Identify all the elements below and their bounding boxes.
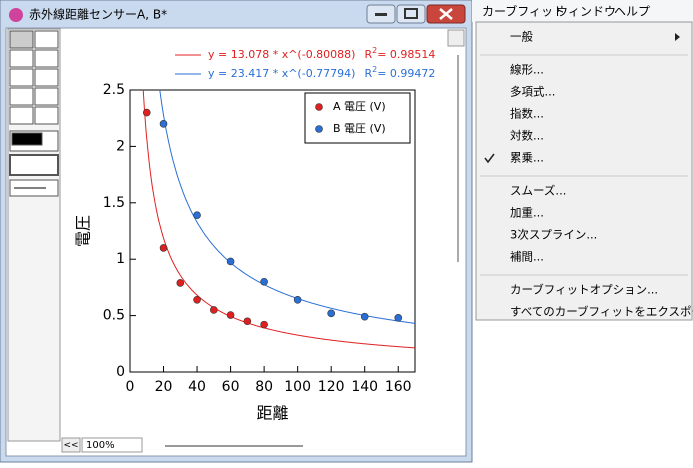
x-tick-label: 100 (284, 379, 311, 395)
menu-item[interactable]: すべてのカーブフィットをエクスポート (510, 305, 693, 319)
data-point (142, 108, 151, 117)
x-tick-label: 40 (188, 379, 206, 395)
y-tick-label: 1.5 (103, 195, 125, 211)
menu-item[interactable]: 多項式... (510, 85, 555, 99)
menu-item[interactable]: 加重... (510, 206, 544, 220)
r2-exponent: 2 (372, 65, 377, 74)
r2-value: = 0.99472 (377, 67, 435, 80)
legend-marker (315, 125, 323, 133)
y-tick-label: 0 (116, 364, 125, 380)
data-point (327, 309, 335, 318)
data-point (193, 296, 201, 304)
tool-palette (7, 28, 61, 442)
menu-item[interactable]: 補間... (510, 250, 544, 264)
chart: 0 0.5 1 1.5 2 2.5 0 20 40 60 80 100 120 140 160 距離 電圧 y =… (74, 46, 436, 423)
r2-label: R (364, 67, 372, 80)
data-point (360, 312, 369, 321)
data-point (293, 296, 302, 304)
y-tick-label: 2.5 (103, 82, 125, 98)
fit-curve (142, 90, 415, 349)
close-icon (439, 8, 453, 20)
maximize-button[interactable] (396, 4, 426, 24)
data-point (159, 120, 168, 128)
y-tick-label: 1 (116, 251, 125, 267)
r2-label: R (364, 48, 372, 61)
fit-equation: y = 13.078 * x^(-0.80088) R2= 0.98514 (208, 46, 435, 62)
menu-item[interactable]: 線形... (510, 63, 544, 77)
y-axis-label: 電圧 (74, 215, 93, 247)
tool-arrow[interactable] (9, 30, 34, 49)
data-point (394, 314, 403, 322)
zoom-field[interactable] (81, 437, 143, 453)
menu-item[interactable]: 指数... (510, 107, 544, 121)
menu-item[interactable]: 3次スプライン... (510, 228, 597, 242)
maximize-icon (404, 8, 418, 19)
y-tick-label: 2 (116, 138, 125, 154)
menu-check (484, 153, 495, 164)
x-tick-label: 140 (351, 379, 378, 395)
tool-back[interactable] (34, 106, 59, 125)
fit-formula: y = 23.417 * x^(-0.77794) (208, 67, 355, 80)
data-point (176, 279, 185, 287)
menu-item[interactable]: 一般 (510, 30, 533, 44)
data-point (226, 311, 235, 319)
legend-box (304, 92, 411, 144)
legend-label: B 電圧 (V) (333, 122, 386, 135)
tool-table[interactable] (9, 68, 34, 87)
tool-eraser[interactable] (34, 68, 59, 87)
r2-value: = 0.98514 (377, 48, 435, 61)
fill-black (11, 132, 43, 146)
zoom-back-button[interactable] (61, 437, 81, 453)
tool-text[interactable] (34, 30, 59, 49)
zoom-back[interactable]: << (63, 441, 78, 451)
data-point (193, 211, 201, 220)
x-tick-label: 0 (126, 379, 135, 395)
x-tick-label: 120 (318, 379, 345, 395)
menu-item[interactable]: カーブフィットオプション... (510, 283, 658, 297)
data-point (260, 277, 268, 286)
fit-formula: y = 13.078 * x^(-0.80088) (208, 48, 355, 61)
menu-bar (472, 0, 693, 22)
zoom-level: 100% (86, 440, 115, 451)
window-title: 赤外線距離センサーA, B* (29, 7, 167, 22)
x-tick-label: 160 (385, 379, 412, 395)
app-icon (9, 8, 23, 22)
tool-front[interactable] (9, 106, 34, 125)
tool-zoom[interactable] (34, 87, 59, 106)
r2-exponent: 2 (372, 46, 377, 55)
x-tick-label: 20 (155, 379, 173, 395)
dropdown-menu (475, 21, 693, 321)
data-point (243, 317, 252, 326)
menu-item[interactable]: 累乗... (510, 151, 544, 165)
plot-frame (129, 89, 416, 373)
legend-marker (315, 103, 323, 111)
data-point (226, 257, 235, 266)
menu-item[interactable]: 対数... (510, 129, 544, 143)
x-axis-label: 距離 (256, 404, 288, 423)
menu-bar-item[interactable]: ヘルプ (614, 5, 650, 19)
minimize-icon (375, 13, 387, 16)
data-point (210, 306, 218, 314)
y-tick-label: 0.5 (103, 308, 125, 324)
scroll-button[interactable] (447, 29, 465, 47)
x-tick-label: 60 (222, 379, 240, 395)
menu-bar-item[interactable]: ウィンドウ (556, 5, 616, 19)
fit-equation: y = 23.417 * x^(-0.77794) R2= 0.99472 (208, 65, 435, 81)
frame-swatch[interactable] (9, 154, 59, 176)
tool-line[interactable] (9, 49, 34, 68)
x-tick-label: 80 (255, 379, 273, 395)
menu-bar-item[interactable]: カーブフィット (482, 4, 565, 19)
tool-cross[interactable] (9, 87, 34, 106)
tool-rect[interactable] (34, 49, 59, 68)
legend-label: A 電圧 (V) (333, 100, 386, 113)
menu-item[interactable]: スムーズ... (510, 184, 566, 198)
submenu-arrow (675, 33, 680, 41)
data-point (260, 320, 268, 329)
data-point (159, 244, 168, 252)
